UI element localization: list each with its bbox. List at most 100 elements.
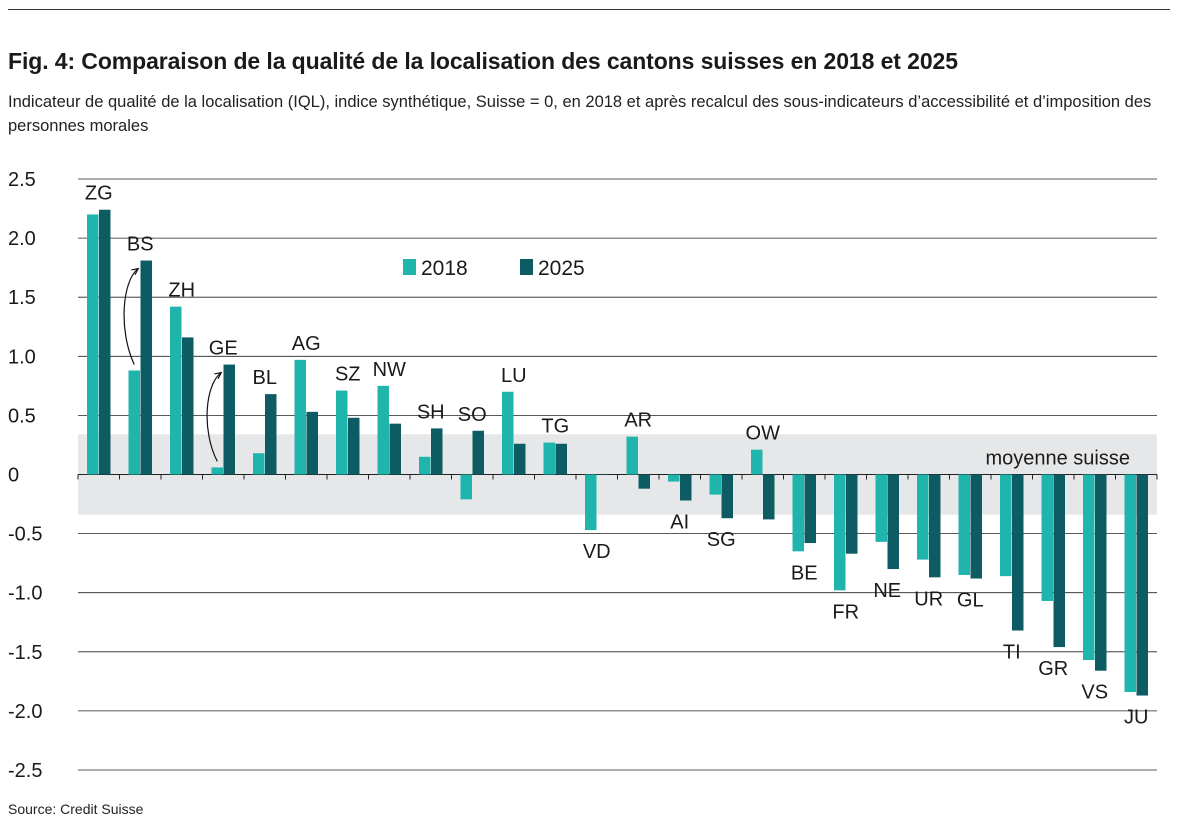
- bar-2018-ow: [751, 449, 763, 475]
- category-label-ar: AR: [624, 410, 652, 432]
- bar-2018-gr: [1041, 474, 1053, 601]
- bar-2018-vs: [1083, 474, 1095, 661]
- bar-2018-zg: [87, 214, 99, 475]
- bar-2018-fr: [834, 474, 846, 591]
- category-label-lu: LU: [501, 365, 527, 387]
- bar-2018-ur: [917, 474, 929, 560]
- bar-2025-sg: [721, 474, 733, 519]
- bar-2025-gr: [1053, 474, 1065, 648]
- source-note: Source: Credit Suisse: [8, 801, 144, 817]
- bar-2025-ar: [638, 474, 650, 489]
- bar-2025-nw: [389, 423, 401, 475]
- legend-swatch-2018: [403, 259, 416, 275]
- y-tick-label: -1.5: [8, 642, 42, 664]
- category-label-ge: GE: [209, 338, 238, 360]
- bar-2025-zg: [99, 209, 111, 475]
- category-label-sg: SG: [707, 529, 736, 551]
- top-rule: [8, 9, 1170, 10]
- bar-2025-bs: [140, 260, 152, 475]
- bar-2025-ai: [680, 474, 692, 501]
- bar-2018-ju: [1124, 474, 1136, 692]
- y-tick-label: 2.0: [8, 228, 36, 250]
- category-label-ow: OW: [746, 423, 781, 445]
- category-label-ne: NE: [873, 580, 901, 602]
- category-label-ai: AI: [670, 512, 689, 534]
- bar-2025-bl: [265, 394, 277, 475]
- category-label-zg: ZG: [85, 183, 113, 205]
- bar-2018-ge: [211, 467, 223, 475]
- bar-2018-ag: [294, 359, 306, 475]
- arrowhead-bs: [131, 267, 140, 276]
- y-tick-label: 1.0: [8, 346, 36, 368]
- y-tick-label: 2.5: [8, 169, 36, 191]
- bar-2025-ti: [1012, 474, 1024, 631]
- y-tick-label: -0.5: [8, 524, 42, 546]
- bar-2018-zh: [170, 306, 182, 475]
- category-label-gr: GR: [1038, 658, 1068, 680]
- bar-2025-lu: [514, 443, 526, 475]
- bar-2025-tg: [555, 443, 567, 475]
- bar-2025-so: [472, 430, 484, 475]
- chart-subtitle: Indicateur de qualité de la localisation…: [8, 93, 1152, 135]
- bar-2018-so: [460, 474, 472, 500]
- category-label-tg: TG: [541, 416, 569, 438]
- legend-label-2025: 2025: [538, 257, 585, 280]
- y-tick-label: -2.5: [8, 760, 42, 782]
- bar-2018-ne: [875, 474, 887, 542]
- category-label-ag: AG: [292, 333, 321, 355]
- category-label-so: SO: [458, 404, 487, 426]
- category-label-ju: JU: [1124, 707, 1148, 729]
- arrow-bs: [123, 268, 139, 365]
- legend-label-2018: 2018: [421, 257, 468, 280]
- bar-2025-vd: [597, 474, 609, 475]
- bar-2025-ur: [929, 474, 941, 578]
- category-label-zh: ZH: [168, 280, 195, 302]
- bar-2025-be: [804, 474, 816, 544]
- bar-2018-be: [792, 474, 804, 552]
- bar-2025-ge: [223, 364, 235, 475]
- bar-2018-nw: [377, 385, 389, 475]
- bar-2025-sh: [431, 428, 443, 475]
- y-tick-label: -2.0: [8, 701, 42, 723]
- bar-2018-ar: [626, 436, 638, 475]
- y-tick-label: 0.5: [8, 405, 36, 427]
- bar-2018-bl: [253, 453, 265, 475]
- category-label-sz: SZ: [335, 364, 361, 386]
- category-label-bl: BL: [253, 367, 277, 389]
- category-label-bs: BS: [127, 234, 154, 256]
- bar-2018-sg: [709, 474, 721, 495]
- bar-2025-vs: [1095, 474, 1107, 671]
- bar-2018-sh: [419, 456, 431, 475]
- category-label-vd: VD: [583, 541, 611, 563]
- category-label-be: BE: [791, 562, 818, 584]
- y-tick-label: -1.0: [8, 583, 42, 605]
- bar-2025-ag: [306, 411, 318, 475]
- arrowhead-ge: [214, 371, 223, 380]
- category-label-nw: NW: [373, 359, 406, 381]
- bar-2025-gl: [970, 474, 982, 579]
- bar-2025-ne: [887, 474, 899, 570]
- bar-2018-sz: [336, 390, 348, 475]
- arrow-ge: [206, 372, 222, 462]
- bar-2018-lu: [502, 391, 514, 475]
- bar-2018-ti: [1000, 474, 1012, 577]
- bar-2018-vd: [585, 474, 597, 531]
- legend-swatch-2025: [520, 259, 533, 275]
- category-label-sh: SH: [417, 401, 445, 423]
- average-band-label: moyenne suisse: [985, 448, 1130, 470]
- bar-2018-ai: [668, 474, 680, 482]
- bar-2018-bs: [128, 370, 140, 475]
- chart-title: Fig. 4: Comparaison de la qualité de la …: [8, 48, 958, 74]
- y-tick-label: 0: [8, 465, 19, 487]
- bar-2025-sz: [348, 417, 360, 475]
- category-label-ur: UR: [914, 588, 943, 610]
- y-tick-label: 1.5: [8, 287, 36, 309]
- bar-2025-zh: [182, 337, 194, 475]
- category-label-gl: GL: [957, 590, 984, 612]
- bar-2018-tg: [543, 442, 555, 475]
- category-label-ti: TI: [1003, 642, 1021, 664]
- category-label-vs: VS: [1081, 682, 1108, 704]
- bar-2025-ju: [1136, 474, 1148, 696]
- bar-2025-ow: [763, 474, 775, 520]
